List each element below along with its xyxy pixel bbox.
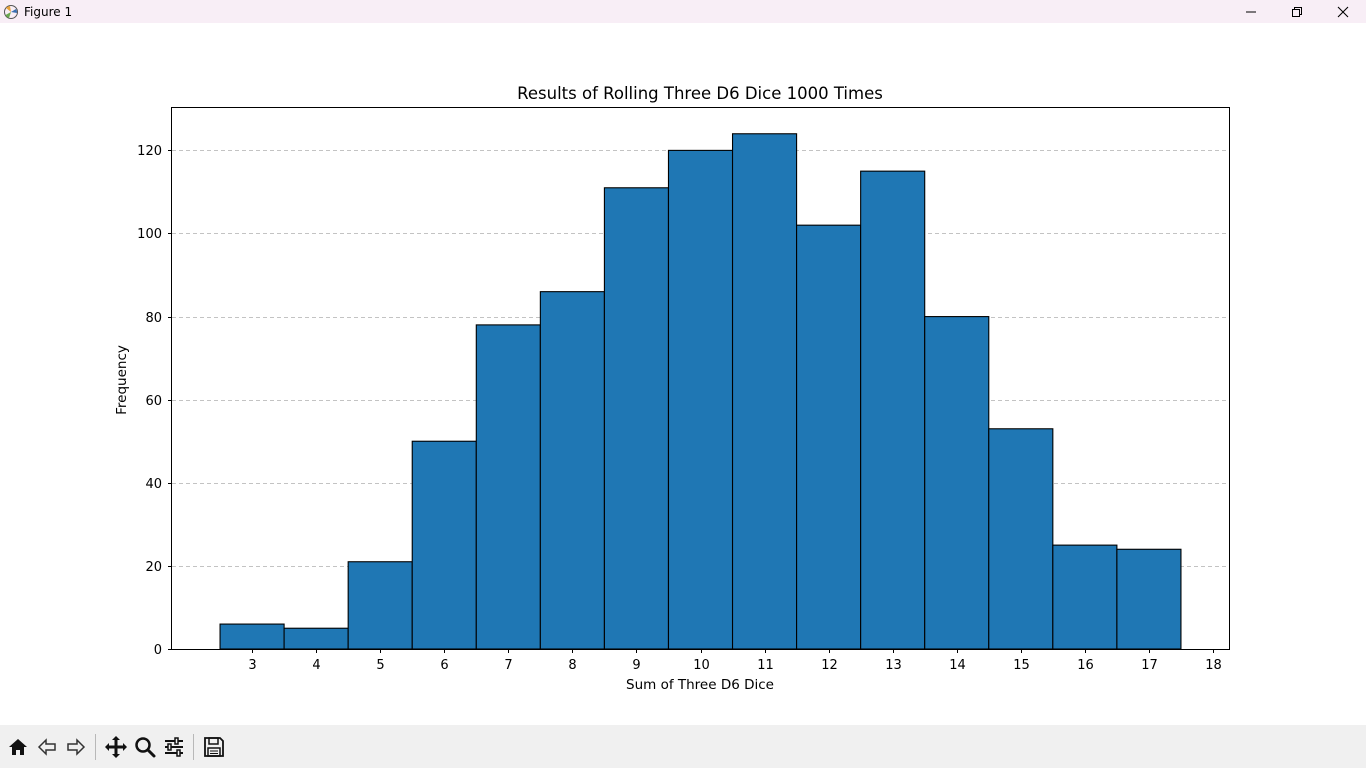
- minimize-icon: [1246, 11, 1256, 12]
- forward-arrow-icon: [67, 737, 86, 756]
- x-tick-label-10: 10: [693, 658, 710, 673]
- minimize-button[interactable]: [1228, 0, 1274, 23]
- save-button[interactable]: [200, 732, 228, 762]
- configure-subplots-button[interactable]: [160, 732, 188, 762]
- zoom-icon: [135, 736, 156, 757]
- y-tick-label-60: 60: [145, 394, 162, 409]
- bars: [219, 133, 1182, 650]
- toolbar-separator: [193, 733, 194, 760]
- x-tick-label-14: 14: [949, 658, 966, 673]
- y-axis-ticks: 0 20 40 60 80 100 120: [137, 144, 172, 658]
- close-icon: [1337, 6, 1349, 17]
- x-tick-label-5: 5: [376, 658, 384, 673]
- chart-title: Results of Rolling Three D6 Dice 1000 Ti…: [517, 84, 883, 103]
- bar-6: [411, 440, 477, 650]
- figure-canvas[interactable]: Results of Rolling Three D6 Dice 1000 Ti…: [0, 23, 1366, 725]
- histogram-chart: Results of Rolling Three D6 Dice 1000 Ti…: [114, 84, 1230, 693]
- bar-17: [1116, 548, 1182, 650]
- x-tick-label-18: 18: [1205, 658, 1222, 673]
- y-tick-label-0: 0: [154, 643, 162, 658]
- x-tick-label-4: 4: [312, 658, 320, 673]
- x-tick-label-9: 9: [632, 658, 640, 673]
- x-axis-label: Sum of Three D6 Dice: [626, 677, 774, 693]
- pan-icon: [105, 735, 127, 758]
- title-bar: Figure 1: [0, 0, 1366, 23]
- home-icon: [9, 738, 27, 755]
- back-button[interactable]: [33, 732, 61, 762]
- restore-icon: [1292, 6, 1302, 17]
- bar-4: [283, 627, 349, 650]
- pan-button[interactable]: [102, 732, 130, 762]
- bar-12: [796, 224, 862, 650]
- y-tick-label-120: 120: [137, 144, 162, 159]
- bar-7: [475, 324, 541, 650]
- back-arrow-icon: [37, 737, 56, 756]
- x-tick-label-11: 11: [757, 658, 774, 673]
- zoom-button[interactable]: [131, 732, 159, 762]
- close-button[interactable]: [1320, 0, 1366, 23]
- bar-11: [731, 133, 798, 650]
- bar-9: [603, 187, 670, 650]
- x-axis-ticks: 3 4 5 6 7 8 9 10 11 12 13 14 15 16 17 18: [248, 649, 1222, 673]
- toolbar-separator: [95, 733, 96, 760]
- axes-frame: [171, 107, 1230, 650]
- bar-8: [539, 291, 605, 650]
- window-title: Figure 1: [24, 4, 73, 19]
- window-controls: [1228, 0, 1366, 23]
- y-tick-label-40: 40: [145, 477, 162, 492]
- x-tick-label-17: 17: [1141, 658, 1158, 673]
- home-button[interactable]: [4, 732, 32, 762]
- x-tick-label-6: 6: [440, 658, 448, 673]
- x-tick-label-13: 13: [885, 658, 902, 673]
- save-icon: [204, 736, 224, 757]
- bar-3: [219, 623, 285, 650]
- configure-subplots-icon: [165, 736, 183, 757]
- forward-button[interactable]: [62, 732, 90, 762]
- x-tick-label-3: 3: [248, 658, 256, 673]
- y-tick-label-80: 80: [145, 311, 162, 326]
- bar-10: [667, 149, 734, 650]
- bar-13: [860, 170, 926, 650]
- x-tick-label-15: 15: [1013, 658, 1030, 673]
- x-tick-label-16: 16: [1077, 658, 1094, 673]
- y-tick-label-100: 100: [137, 227, 162, 242]
- x-tick-label-8: 8: [568, 658, 576, 673]
- bar-15: [988, 428, 1054, 650]
- x-tick-label-7: 7: [504, 658, 512, 673]
- bar-14: [924, 316, 990, 650]
- x-tick-label-12: 12: [821, 658, 838, 673]
- bar-5: [347, 561, 413, 650]
- y-tick-label-20: 20: [145, 560, 162, 575]
- bar-16: [1052, 544, 1118, 650]
- y-axis-label: Frequency: [114, 345, 130, 415]
- restore-button[interactable]: [1274, 0, 1320, 23]
- matplotlib-app-icon: [2, 3, 20, 21]
- navigation-toolbar: [0, 725, 1366, 768]
